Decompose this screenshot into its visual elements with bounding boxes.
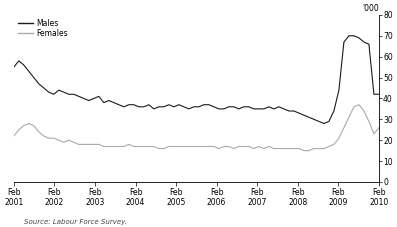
Text: Source: Labour Force Survey.: Source: Labour Force Survey.: [24, 219, 127, 225]
Legend: Males, Females: Males, Females: [17, 19, 68, 38]
Text: '000: '000: [362, 4, 379, 13]
